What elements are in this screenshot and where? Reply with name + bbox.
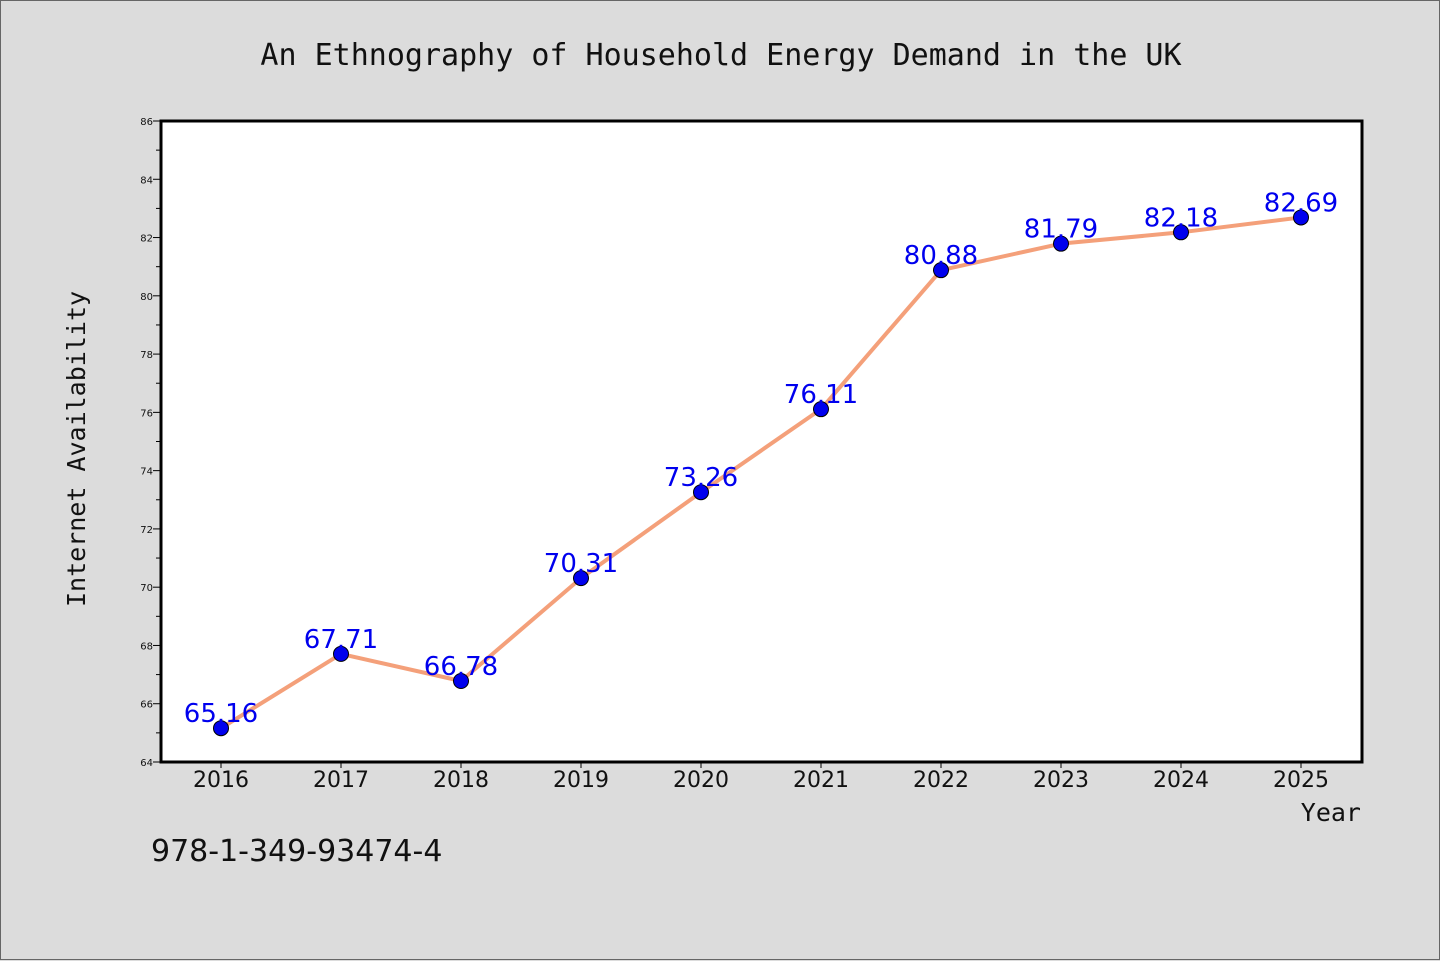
chart-title: An Ethnography of Household Energy Deman… xyxy=(260,38,1181,73)
data-point-2022 xyxy=(933,262,949,279)
y-tick-label: 78 xyxy=(140,350,153,361)
x-tick-label-2019: 2019 xyxy=(553,768,609,793)
y-tick-label: 76 xyxy=(140,408,153,419)
data-point-2016 xyxy=(213,720,229,737)
data-label-2017: 67.71 xyxy=(304,625,378,655)
data-point-2017 xyxy=(333,645,349,662)
data-label-2024: 82.18 xyxy=(1144,203,1218,233)
plot-area xyxy=(159,119,1364,764)
y-axis-label: Internet Availability xyxy=(62,291,91,607)
x-tick-label-2018: 2018 xyxy=(433,768,489,793)
y-tick-label: 86 xyxy=(140,117,153,128)
x-tick-label-2017: 2017 xyxy=(313,768,369,793)
data-point-2020 xyxy=(693,484,709,501)
y-tick-label: 70 xyxy=(140,583,153,594)
y-tick-label: 84 xyxy=(140,175,153,186)
y-tick-label: 64 xyxy=(140,758,153,769)
x-tick-label-2016: 2016 xyxy=(193,768,249,793)
isbn-text: 978-1-349-93474-4 xyxy=(151,834,443,869)
x-tick-label-2025: 2025 xyxy=(1273,768,1329,793)
data-label-2020: 73.26 xyxy=(664,463,738,493)
y-tick-label: 74 xyxy=(140,467,153,478)
series-layer: 65.16 67.71 66.78 70.31 73.26 76.11 80.88 81.79… xyxy=(184,188,1338,737)
data-label-2018: 66.78 xyxy=(424,652,498,682)
x-tick-label-2022: 2022 xyxy=(913,768,969,793)
data-label-2023: 81.79 xyxy=(1024,215,1098,245)
x-axis-label: Year xyxy=(1301,798,1361,827)
data-label-2019: 70.31 xyxy=(544,549,618,579)
y-axis: 64 66 68 70 72 74 76 78 80 82 84 86 xyxy=(140,117,161,769)
y-tick-label: 68 xyxy=(140,641,153,652)
y-tick-label: 72 xyxy=(140,525,153,536)
data-point-2019 xyxy=(573,570,589,587)
data-point-2023 xyxy=(1053,235,1069,252)
y-tick-label: 66 xyxy=(140,700,153,711)
x-tick-label-2024: 2024 xyxy=(1153,768,1209,793)
y-tick-label: 82 xyxy=(140,234,153,245)
x-tick-label-2020: 2020 xyxy=(673,768,729,793)
data-label-2016: 65.16 xyxy=(184,699,258,729)
data-label-2022: 80.88 xyxy=(904,241,978,271)
data-point-2025 xyxy=(1293,209,1309,226)
x-tick-label-2021: 2021 xyxy=(793,768,849,793)
series-line xyxy=(219,215,1303,731)
x-tick-label-2023: 2023 xyxy=(1033,768,1089,793)
data-point-2021 xyxy=(813,401,829,418)
data-point-2018 xyxy=(453,673,469,690)
x-axis: 2016 2017 2018 2019 2020 2021 2022 2023 2024 2025 xyxy=(193,762,1329,793)
y-tick-label: 80 xyxy=(140,292,153,303)
data-label-2025: 82.69 xyxy=(1264,188,1338,218)
data-point-2024 xyxy=(1173,224,1189,241)
data-label-2021: 76.11 xyxy=(784,380,858,410)
